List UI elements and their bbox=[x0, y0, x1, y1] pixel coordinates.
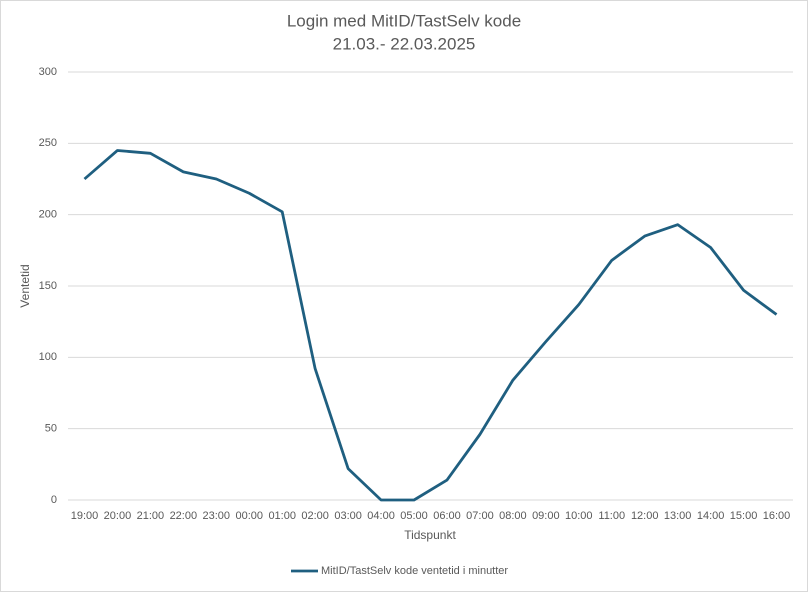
x-tick-label: 14:00 bbox=[697, 510, 725, 522]
y-tick-label: 300 bbox=[39, 66, 57, 78]
y-tick-label: 50 bbox=[45, 423, 57, 435]
legend-label: MitID/TastSelv kode ventetid i minutter bbox=[321, 565, 508, 577]
x-tick-label: 07:00 bbox=[466, 510, 494, 522]
y-tick-label: 250 bbox=[39, 137, 57, 149]
x-tick-label: 12:00 bbox=[631, 510, 659, 522]
x-tick-label: 20:00 bbox=[104, 510, 132, 522]
x-tick-label: 01:00 bbox=[268, 510, 296, 522]
x-tick-label: 16:00 bbox=[763, 510, 791, 522]
x-tick-label: 19:00 bbox=[71, 510, 99, 522]
x-tick-label: 05:00 bbox=[400, 510, 428, 522]
y-axis-label: Ventetid bbox=[18, 264, 32, 307]
x-tick-label: 22:00 bbox=[170, 510, 198, 522]
y-tick-label: 100 bbox=[39, 351, 57, 363]
y-tick-label: 150 bbox=[39, 280, 57, 292]
x-tick-label: 23:00 bbox=[203, 510, 231, 522]
x-tick-label: 11:00 bbox=[598, 510, 625, 522]
x-tick-label: 02:00 bbox=[301, 510, 329, 522]
x-tick-label: 06:00 bbox=[433, 510, 461, 522]
chart-subtitle: 21.03.- 22.03.2025 bbox=[333, 34, 476, 53]
x-tick-label: 15:00 bbox=[730, 510, 758, 522]
data-line bbox=[83, 149, 778, 502]
y-tick-label: 0 bbox=[51, 494, 57, 506]
x-tick-label: 21:00 bbox=[137, 510, 165, 522]
x-tick-label: 00:00 bbox=[235, 510, 263, 522]
x-tick-label: 03:00 bbox=[334, 510, 362, 522]
x-tick-label: 09:00 bbox=[532, 510, 560, 522]
x-tick-label: 08:00 bbox=[499, 510, 527, 522]
x-tick-label: 13:00 bbox=[664, 510, 692, 522]
chart-title: Login med MitID/TastSelv kode bbox=[287, 11, 521, 30]
x-tick-label: 04:00 bbox=[367, 510, 395, 522]
x-axis-label: Tidspunkt bbox=[404, 528, 456, 542]
y-tick-label: 200 bbox=[39, 209, 57, 221]
x-tick-label: 10:00 bbox=[565, 510, 593, 522]
